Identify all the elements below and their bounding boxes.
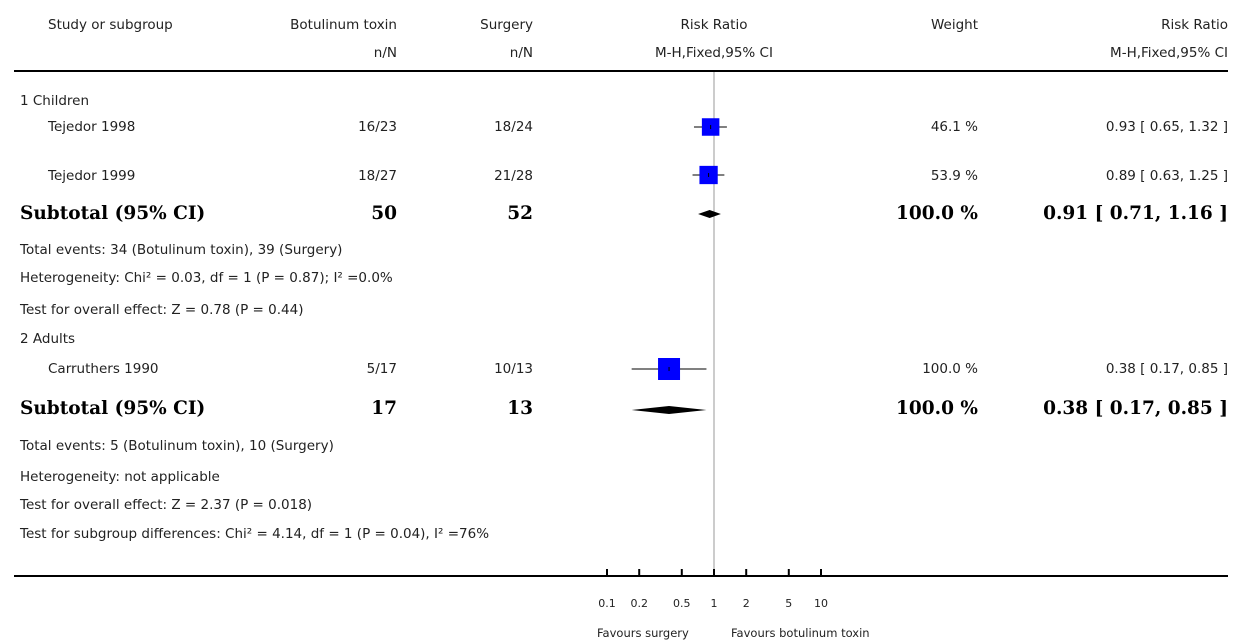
subtotal-diamond <box>631 406 707 414</box>
axis-tick-label: 0.5 <box>673 597 691 610</box>
header-rule <box>14 70 1228 72</box>
subtotal-group1: 17 <box>371 398 397 419</box>
study-name: Tejedor 1999 <box>48 168 136 184</box>
subtotal-label: Subtotal (95% CI) <box>20 398 206 419</box>
axis-tick-label: 10 <box>814 597 828 610</box>
header-weight: Weight <box>930 17 978 33</box>
total-events-note: Total events: 34 (Botulinum toxin), 39 (… <box>20 242 343 258</box>
header-group1-sub: n/N <box>373 45 397 61</box>
study-group1-events: 5/17 <box>366 361 397 377</box>
study-name: Carruthers 1990 <box>48 361 159 377</box>
header-risk-ratio-2: Risk Ratio <box>1161 17 1228 33</box>
overall-effect-note: Test for overall effect: Z = 0.78 (P = 0… <box>20 302 304 318</box>
favours-right-label: Favours botulinum toxin <box>731 626 870 640</box>
axis-tick-label: 0.1 <box>598 597 616 610</box>
header-risk-ratio: Risk Ratio <box>680 17 748 33</box>
study-group2-events: 18/24 <box>494 119 533 135</box>
study-ci: 0.38 [ 0.17, 0.85 ] <box>1105 361 1228 377</box>
subtotal-ci: 0.91 [ 0.71, 1.16 ] <box>1043 203 1228 224</box>
subtotal-weight: 100.0 % <box>896 398 978 419</box>
axis-tick-label: 5 <box>785 597 792 610</box>
favours-left-label: Favours surgery <box>597 626 689 640</box>
subtotal-diamond <box>698 210 721 218</box>
study-weight: 100.0 % <box>922 361 978 377</box>
subtotal-weight: 100.0 % <box>896 203 978 224</box>
axis-tick-label: 1 <box>711 597 718 610</box>
effect-square <box>699 165 718 185</box>
subgroup-label: 2 Adults <box>20 331 76 347</box>
header-group1: Botulinum toxin <box>290 17 397 33</box>
total-events-note: Total events: 5 (Botulinum toxin), 10 (S… <box>20 438 334 454</box>
study-group2-events: 10/13 <box>494 361 533 377</box>
subtotal-label: Subtotal (95% CI) <box>20 203 206 224</box>
axis-tick-label: 2 <box>743 597 750 610</box>
subtotal-ci: 0.38 [ 0.17, 0.85 ] <box>1043 398 1228 419</box>
study-group2-events: 21/28 <box>494 168 533 184</box>
effect-square <box>658 358 681 380</box>
header-rr-method-2: M-H,Fixed,95% CI <box>1110 45 1228 61</box>
study-group1-events: 18/27 <box>358 168 397 184</box>
heterogeneity-note: Heterogeneity: not applicable <box>20 469 220 485</box>
study-weight: 46.1 % <box>930 119 978 135</box>
study-weight: 53.9 % <box>930 168 978 184</box>
subtotal-group2: 13 <box>507 398 533 419</box>
subgroup-label: 1 Children <box>20 93 90 109</box>
header-study: Study or subgroup <box>48 17 173 33</box>
axis-tick-label: 0.2 <box>630 597 648 610</box>
footer-rule <box>14 575 1228 577</box>
effect-square <box>701 118 720 136</box>
subtotal-group2: 52 <box>507 203 533 224</box>
study-ci: 0.89 [ 0.63, 1.25 ] <box>1105 168 1228 184</box>
subgroup-differences-note: Test for subgroup differences: Chi² = 4.… <box>20 526 490 542</box>
study-group1-events: 16/23 <box>358 119 397 135</box>
subtotal-group1: 50 <box>371 203 397 224</box>
header-group2: Surgery <box>480 17 533 33</box>
header-rr-method: M-H,Fixed,95% CI <box>655 45 773 61</box>
overall-effect-note: Test for overall effect: Z = 2.37 (P = 0… <box>20 497 313 513</box>
study-name: Tejedor 1998 <box>48 119 136 135</box>
header-group2-sub: n/N <box>509 45 533 61</box>
heterogeneity-note: Heterogeneity: Chi² = 0.03, df = 1 (P = … <box>20 270 393 286</box>
study-ci: 0.93 [ 0.65, 1.32 ] <box>1105 119 1228 135</box>
